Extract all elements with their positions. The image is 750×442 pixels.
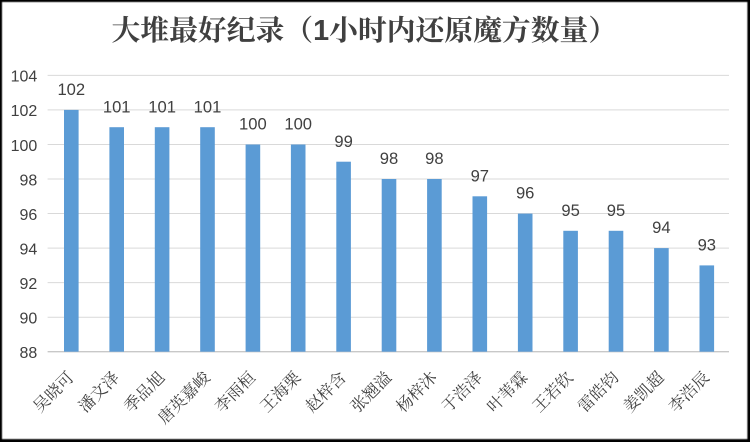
svg-text:97: 97 [471,166,489,185]
svg-text:92: 92 [20,276,38,293]
svg-text:96: 96 [516,184,534,203]
svg-text:98: 98 [380,149,398,168]
svg-text:101: 101 [103,97,131,116]
svg-text:95: 95 [561,201,579,220]
svg-text:94: 94 [652,218,670,237]
svg-text:96: 96 [20,207,38,224]
svg-text:100: 100 [284,115,312,134]
svg-text:102: 102 [11,103,38,120]
svg-text:88: 88 [20,345,38,362]
svg-text:98: 98 [20,172,38,189]
svg-text:101: 101 [148,97,176,116]
svg-text:94: 94 [20,241,38,258]
svg-text:98: 98 [425,149,443,168]
svg-text:93: 93 [698,236,716,255]
svg-text:100: 100 [11,138,38,155]
svg-text:101: 101 [194,97,222,116]
svg-text:95: 95 [607,201,625,220]
svg-text:99: 99 [334,132,352,151]
svg-text:102: 102 [57,80,85,99]
svg-text:90: 90 [20,311,38,328]
svg-text:104: 104 [11,69,38,86]
svg-text:100: 100 [239,115,267,134]
svg-text:1: 1 [313,15,329,47]
